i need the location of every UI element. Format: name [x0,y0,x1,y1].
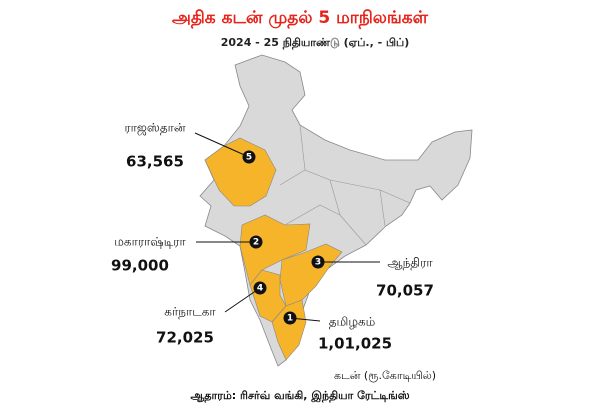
state-tamilnadu [271,299,307,361]
state-andhra [279,243,343,307]
leader-line [194,132,250,158]
rank-circle [242,150,256,164]
rank-circle [283,311,297,325]
state-borders [279,124,411,246]
state-value: 72,025 [156,329,214,347]
state-name: ஆந்திரா [387,256,433,270]
state-name: ராஜஸ்தான் [124,121,185,136]
state-value: 70,057 [376,282,434,300]
rank: 1 [287,314,293,324]
rank-circle [253,281,267,295]
subtitle: 2024 - 25 நிதியாண்டு (ஏப்., - பிப்) [221,36,410,50]
leaders [194,132,380,322]
state-value: 1,01,025 [318,335,392,353]
rank: 4 [257,284,263,294]
rank-badges: 5 2 3 4 1 [242,150,325,325]
rank-circle [311,255,325,269]
unit-note: கடன் (ரூ.கோடியில்) [334,369,436,382]
state-rajasthan [204,137,277,207]
source: ஆதாரம்: ரிசர்வ் வங்கி, இந்தியா ரேட்டிங்ஸ… [190,389,409,403]
state-value: 99,000 [111,257,169,275]
rank: 2 [253,238,259,248]
rank: 3 [315,258,321,268]
state-name: தமிழகம் [329,315,376,329]
leader-line [224,287,261,313]
india-map [199,54,473,367]
title: அதிக கடன் முதல் 5 மாநிலங்கள் [172,8,429,30]
state-name: கர்நாடகா [164,305,216,319]
state-value: 63,565 [126,153,184,171]
rank: 5 [246,153,252,163]
rank-circle [249,235,263,249]
state-name: மகாராஷ்டிரா [114,235,186,249]
